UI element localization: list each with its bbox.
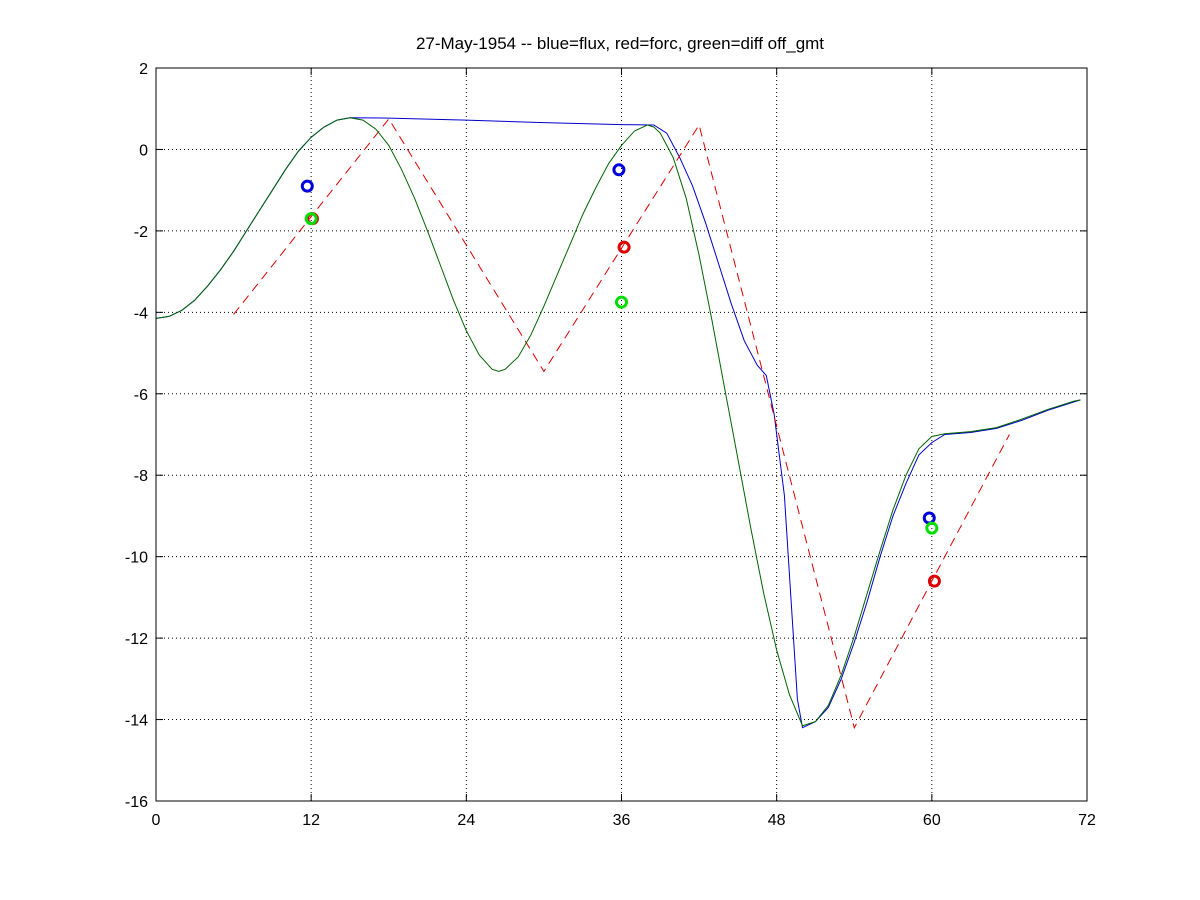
series-line-2 <box>155 117 1081 727</box>
y-tick-label: 0 <box>139 142 148 159</box>
y-tick-label: 2 <box>139 61 148 78</box>
marker-circle <box>300 179 314 193</box>
y-tick-label: -10 <box>125 550 148 567</box>
x-tick-label: 36 <box>613 812 631 829</box>
x-tick-label: 24 <box>457 812 475 829</box>
x-tick-label: 48 <box>768 812 786 829</box>
y-tick-label: -8 <box>134 468 148 485</box>
x-tick-label: 12 <box>302 812 320 829</box>
y-tick-label: -2 <box>134 224 148 241</box>
marker-circle <box>922 511 936 525</box>
y-tick-label: -4 <box>134 305 148 322</box>
x-tick-label: 72 <box>1078 812 1096 829</box>
chart-title: 27-May-1954 -- blue=flux, red=forc, gree… <box>415 34 825 53</box>
marker-circle <box>617 240 631 254</box>
x-tick-label: 0 <box>152 812 161 829</box>
y-tick-label: -16 <box>125 794 148 811</box>
y-tick-label: -6 <box>134 387 148 404</box>
marker-circle <box>612 163 626 177</box>
marker-circle <box>615 295 628 309</box>
marker-layer <box>300 163 941 588</box>
series-layer <box>155 117 1081 730</box>
y-tick-label: -14 <box>125 713 148 730</box>
series-line-1 <box>233 118 1010 730</box>
marker-circle <box>925 521 939 535</box>
y-tick-label: -12 <box>125 631 148 648</box>
marker-circle <box>927 574 941 588</box>
series-line-0 <box>155 117 1081 729</box>
x-tick-label: 60 <box>923 812 941 829</box>
ticks: 0 12 24 36 48 60 72 2 0 -2 -4 -6 -8 -10 -12 -14 -16 <box>125 61 1096 829</box>
marker-circle <box>304 212 318 226</box>
